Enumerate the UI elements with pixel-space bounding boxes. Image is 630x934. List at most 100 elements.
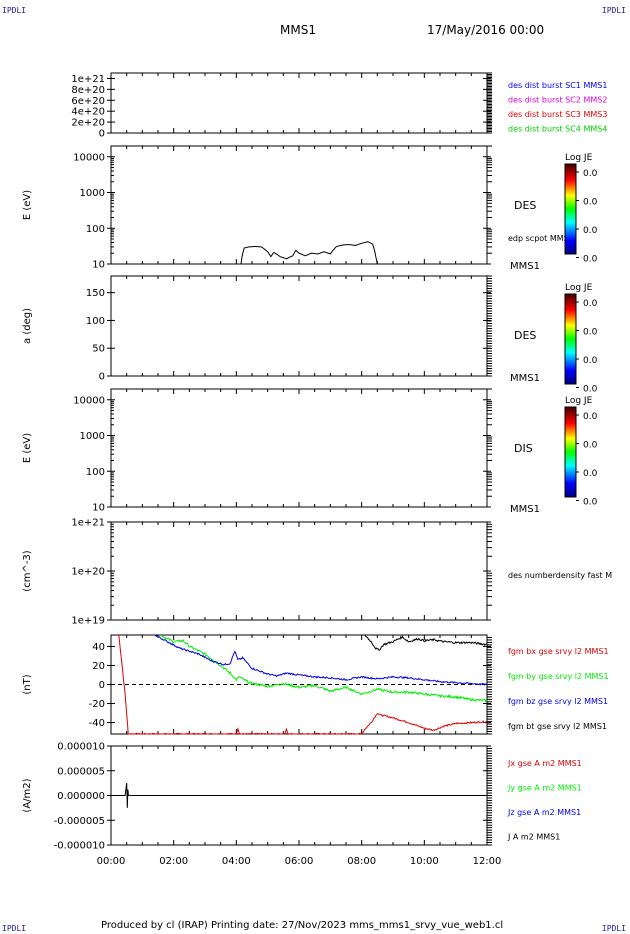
time-tick-label: 00:00 xyxy=(97,856,126,867)
spacecraft-label: MMS1 xyxy=(510,504,540,515)
time-tick-label: 10:00 xyxy=(410,856,439,867)
corner-label-top-right: IPDLI xyxy=(601,6,626,15)
colorbar-title: Log JE xyxy=(565,396,593,406)
y-tick-label: 0.000005 xyxy=(57,766,105,777)
y-tick-label: 0 xyxy=(99,129,105,140)
overlay-label: edp scpot MMS1 xyxy=(508,234,574,243)
y-tick-label: 0.000010 xyxy=(57,742,105,753)
colorbar-tick-label: 0.0 xyxy=(583,226,598,236)
colorbar xyxy=(564,293,577,385)
colorbar-tick-label: 0.0 xyxy=(583,412,598,422)
colorbar-tick-label: 0.0 xyxy=(583,385,598,395)
panel-frame-des-pitch-angle xyxy=(110,275,488,377)
corner-label-bottom-right: IPDLI xyxy=(601,924,626,933)
y-axis-label: E (eV) xyxy=(22,190,33,220)
y-tick-label: 0 xyxy=(99,680,105,691)
time-tick-label: 08:00 xyxy=(347,856,376,867)
instrument-label: DES xyxy=(514,329,536,342)
spacecraft-label: MMS1 xyxy=(510,373,540,384)
legend-entry: Jx gse A m2 MMS1 xyxy=(507,759,582,768)
footer-info: Produced by cl (IRAP) Printing date: 27/… xyxy=(101,920,504,931)
y-tick-label: 1000 xyxy=(80,431,105,442)
y-tick-label: 0.000000 xyxy=(57,791,105,802)
y-axis-label: E (eV) xyxy=(22,433,33,463)
series-line-3 xyxy=(364,634,488,651)
y-tick-label: 100 xyxy=(86,316,105,327)
y-tick-label: 10000 xyxy=(73,152,105,163)
y-tick-label: -0.000005 xyxy=(54,816,105,827)
legend-entry: des dist burst SC4 MMS4 xyxy=(508,125,607,134)
instrument-label: DIS xyxy=(514,442,533,455)
colorbar xyxy=(564,406,577,498)
corner-label-bottom-left: IPDLI xyxy=(2,924,27,933)
y-tick-label: 100 xyxy=(86,224,105,235)
series-line-1 xyxy=(160,634,488,703)
panel-frame-des-energy-spectrogram xyxy=(110,145,488,265)
legend-entry: des dist burst SC3 MMS3 xyxy=(508,110,607,119)
y-axis-label: (cm^-3) xyxy=(22,550,33,591)
overlay-series-line xyxy=(240,241,378,265)
spacecraft-title: MMS1 xyxy=(280,23,316,37)
colorbar-tick-label: 0.0 xyxy=(583,169,598,179)
y-tick-label: 100 xyxy=(86,467,105,478)
y-tick-label: -20 xyxy=(89,699,105,710)
legend-entry: Jy gse A m2 MMS1 xyxy=(507,784,582,793)
y-tick-label: 20 xyxy=(92,661,105,672)
time-tick-label: 04:00 xyxy=(222,856,251,867)
series-line-0 xyxy=(118,634,487,735)
series-line-2 xyxy=(154,634,488,686)
y-tick-label: 10 xyxy=(92,260,105,271)
colorbar-title: Log JE xyxy=(565,283,593,293)
legend-entry: Jz gse A m2 MMS1 xyxy=(507,808,581,817)
legend-entry: des dist burst SC2 MMS2 xyxy=(508,96,607,105)
colorbar-tick-label: 0.0 xyxy=(583,255,598,265)
y-tick-label: 10 xyxy=(92,503,105,514)
y-tick-label: 1e+21 xyxy=(71,518,105,529)
y-tick-label: 150 xyxy=(86,288,105,299)
y-tick-label: 0 xyxy=(99,372,105,383)
corner-label-top-left: IPDLI xyxy=(2,6,27,15)
y-tick-label: 4e+20 xyxy=(71,107,105,118)
panel-frame-des-number-density xyxy=(110,521,488,621)
y-tick-label: 1e+21 xyxy=(71,74,105,85)
time-tick-label: 12:00 xyxy=(473,856,502,867)
legend-entry: fgm bz gse srvy l2 MMS1 xyxy=(508,697,608,706)
time-tick-label: 02:00 xyxy=(159,856,188,867)
instrument-label: DES xyxy=(514,199,536,212)
legend-entry: J A m2 MMS1 xyxy=(507,833,560,842)
colorbar-tick-label: 0.0 xyxy=(583,498,598,508)
y-tick-label: -40 xyxy=(89,718,105,729)
colorbar-tick-label: 0.0 xyxy=(583,299,598,309)
y-tick-label: 50 xyxy=(92,344,105,355)
panel-frame-dis-energy-spectrogram xyxy=(110,388,488,508)
y-tick-label: -0.000010 xyxy=(54,841,105,852)
legend-entry: des numberdensity fast M xyxy=(508,571,612,580)
time-tick-label: 06:00 xyxy=(285,856,314,867)
legend-entry: fgm bt gse srvy l2 MMS1 xyxy=(508,722,607,731)
y-tick-label: 40 xyxy=(92,642,105,653)
y-tick-label: 1e+19 xyxy=(71,616,105,627)
date-time-title: 17/May/2016 00:00 xyxy=(427,23,545,37)
colorbar-tick-label: 0.0 xyxy=(583,356,598,366)
y-axis-label: (A/m2) xyxy=(22,778,33,812)
legend-entry: fgm by gse srvy l2 MMS1 xyxy=(508,672,609,681)
series-line-0 xyxy=(111,783,487,808)
colorbar xyxy=(564,163,577,255)
colorbar-title: Log JE xyxy=(565,153,593,163)
y-axis-label: (nT) xyxy=(22,674,33,694)
y-axis-label: a (deg) xyxy=(22,308,33,344)
legend-entry: des dist burst SC1 MMS1 xyxy=(508,81,607,90)
y-tick-label: 8e+20 xyxy=(71,85,105,96)
colorbar-tick-label: 0.0 xyxy=(583,469,598,479)
y-tick-label: 1e+20 xyxy=(71,567,105,578)
panel-frame-mms-burst-status xyxy=(110,72,488,134)
y-tick-label: 6e+20 xyxy=(71,96,105,107)
y-tick-label: 1000 xyxy=(80,188,105,199)
legend-entry: fgm bx gse srvy l2 MMS1 xyxy=(508,647,609,656)
colorbar-tick-label: 0.0 xyxy=(583,198,598,208)
y-tick-label: 10000 xyxy=(73,395,105,406)
colorbar-tick-label: 0.0 xyxy=(583,328,598,338)
spacecraft-label: MMS1 xyxy=(510,261,540,272)
y-tick-label: 2e+20 xyxy=(71,118,105,129)
